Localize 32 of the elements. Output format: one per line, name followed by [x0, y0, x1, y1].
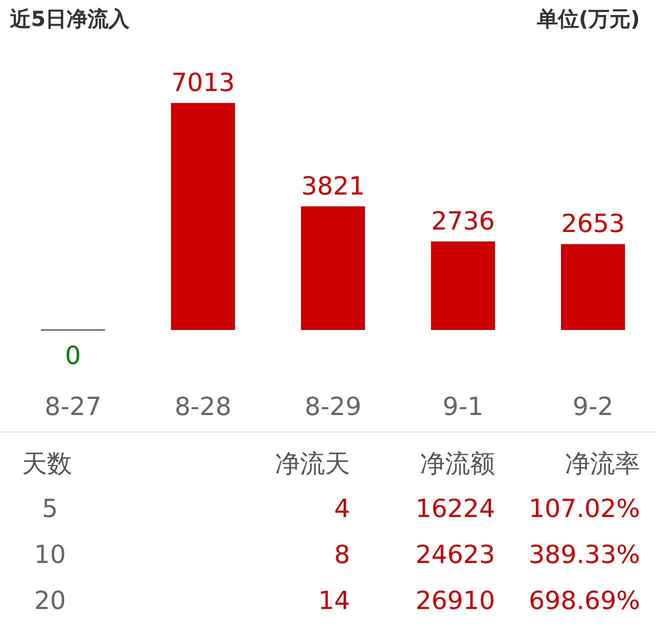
text: 24623 [415, 540, 495, 569]
text: 天数 [22, 449, 72, 478]
data-label: 7013 [171, 68, 235, 97]
text: 107.02% [528, 494, 640, 523]
text: 26910 [415, 586, 495, 615]
bar [301, 206, 365, 330]
data-label: 3821 [301, 171, 365, 200]
text: 4 [334, 494, 350, 523]
x-tick-label: 9-2 [572, 392, 614, 421]
data-label: 2736 [431, 206, 495, 236]
x-tick-label: 8-28 [174, 392, 232, 421]
text: 10 [34, 540, 66, 569]
bar [171, 103, 235, 330]
text: 5 [42, 494, 58, 523]
bar [561, 244, 625, 330]
text: 20 [34, 586, 66, 615]
text: 389.33% [528, 540, 640, 569]
x-tick-label: 9-1 [442, 392, 484, 421]
text: 698.69% [528, 586, 640, 615]
text: 8 [334, 540, 350, 569]
data-label: 2653 [561, 209, 625, 238]
text: 净流额 [420, 449, 495, 478]
chart-title: 近5日净流入 [9, 7, 131, 31]
data-label: 0 [65, 341, 81, 370]
text: 16224 [415, 494, 495, 523]
text: 净流率 [565, 449, 640, 478]
text: 14 [318, 586, 350, 615]
text: 净流天 [275, 449, 350, 478]
x-tick-label: 8-29 [304, 392, 362, 421]
bar [431, 241, 495, 330]
y-axis-title: 单位(万元) [536, 7, 640, 31]
x-tick-label: 8-27 [44, 392, 102, 421]
